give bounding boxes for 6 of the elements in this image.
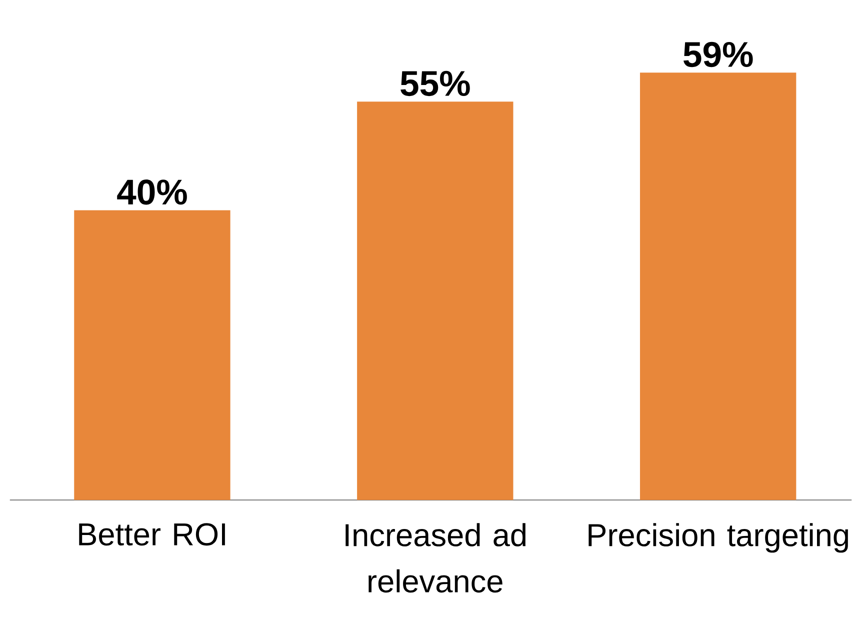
x-tick-label: Better ROI — [79, 523, 225, 546]
x-tick-label: Increased ad relevance — [346, 522, 526, 592]
data-label: 40% — [117, 179, 187, 205]
data-label: 59% — [684, 42, 753, 67]
x-tick-label: Precision targeting — [588, 522, 848, 553]
data-label: 55% — [400, 70, 470, 96]
